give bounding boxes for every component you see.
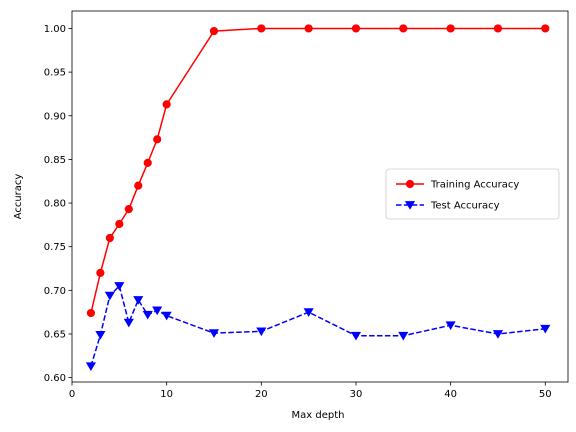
y-tick-label: 0.95 — [44, 68, 66, 79]
series-line — [90, 284, 546, 367]
data-point — [134, 181, 143, 190]
data-point — [115, 219, 124, 229]
data-point — [133, 296, 144, 305]
data-point — [208, 329, 220, 338]
data-point — [257, 24, 266, 33]
data-point — [123, 318, 134, 328]
data-point — [209, 26, 219, 36]
data-point — [153, 135, 162, 144]
y-tick-label: 0.65 — [44, 329, 66, 340]
data-point — [86, 308, 96, 318]
legend-marker — [405, 179, 415, 189]
data-point — [399, 24, 408, 33]
data-point — [492, 330, 504, 339]
data-point — [161, 311, 172, 321]
data-point — [114, 282, 125, 291]
legend-label-training: Training Accuracy — [430, 180, 519, 191]
data-point — [105, 233, 114, 243]
y-axis-ticks: 0.60 0.65 0.70 0.75 0.80 0.85 0.90 0.95 1.00 — [44, 24, 72, 384]
y-tick-label: 1.00 — [44, 24, 66, 35]
legend-items — [396, 179, 424, 210]
data-point — [493, 24, 503, 33]
y-tick-label: 0.80 — [44, 199, 66, 210]
x-tick-label: 20 — [255, 389, 268, 400]
legend: Training Accuracy Test Accuracy — [385, 168, 560, 220]
x-tick-label: 0 — [69, 389, 75, 400]
series-training — [86, 24, 550, 318]
legend-label-test: Test Accuracy — [430, 201, 500, 212]
x-tick-label: 30 — [350, 389, 363, 400]
y-axis-label: Accuracy — [13, 174, 24, 220]
data-point — [304, 24, 313, 33]
y-tick-label: 0.70 — [44, 286, 66, 297]
axes-frame — [71, 10, 569, 383]
legend-box — [385, 168, 560, 220]
data-point — [143, 158, 152, 167]
data-point — [303, 308, 314, 317]
data-point — [96, 268, 105, 277]
data-point — [398, 331, 409, 341]
data-point — [124, 205, 133, 214]
y-tick-label: 0.90 — [44, 111, 66, 122]
plot-area — [85, 24, 551, 372]
data-point — [445, 321, 456, 331]
x-axis-ticks: 0 10 20 30 40 50 — [69, 382, 552, 400]
data-point — [104, 291, 115, 301]
data-point — [142, 310, 153, 320]
y-tick-label: 0.60 — [44, 373, 66, 384]
data-point — [162, 100, 171, 109]
data-point — [446, 24, 455, 33]
data-point — [350, 331, 362, 341]
data-point — [95, 331, 106, 340]
data-point — [541, 24, 550, 33]
x-tick-label: 40 — [444, 389, 457, 400]
x-tick-label: 10 — [160, 389, 173, 400]
y-tick-label: 0.85 — [44, 155, 66, 166]
legend-marker — [404, 201, 416, 210]
data-point — [152, 306, 163, 316]
x-axis-label: Max depth — [292, 410, 345, 421]
x-tick-label: 50 — [539, 389, 552, 400]
data-point — [85, 362, 97, 372]
data-point — [256, 327, 267, 337]
data-point — [540, 324, 551, 334]
data-point — [351, 24, 361, 33]
series-test — [85, 282, 551, 372]
y-tick-label: 0.75 — [44, 242, 66, 253]
